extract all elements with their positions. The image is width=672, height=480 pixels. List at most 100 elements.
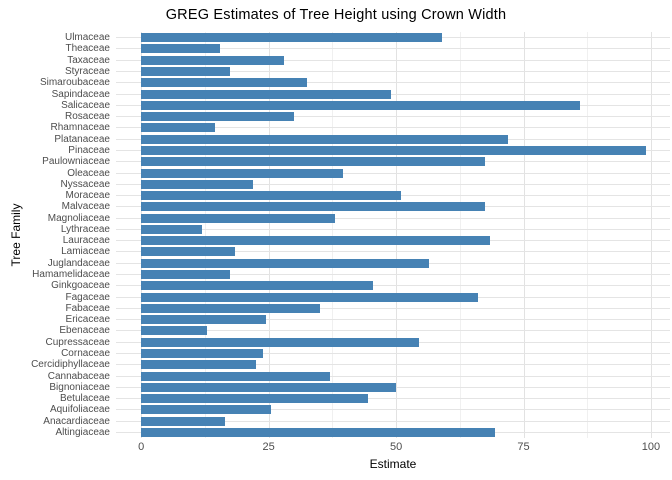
bar-cannabaceae	[141, 371, 330, 381]
x-tick-label: 25	[262, 441, 275, 453]
bar-styraceae	[141, 67, 231, 76]
gridline-major	[268, 32, 270, 438]
row-gridline	[116, 183, 670, 185]
bar-cupressaceae	[141, 337, 419, 347]
row-gridline	[116, 251, 670, 253]
bar-salicaceae	[141, 100, 580, 110]
y-tick-label: Paulowniaceae	[42, 156, 110, 168]
bar-ulmaceae	[141, 33, 442, 43]
y-tick-label: Rosaceae	[64, 111, 110, 123]
y-tick-label: Cercidiphyllaceae	[31, 359, 110, 371]
bar-fagaceae	[141, 292, 478, 302]
bar-sapindaceae	[141, 89, 391, 99]
y-tick-label: Lauraceae	[62, 235, 110, 247]
row-gridline	[116, 409, 670, 411]
row-gridline	[116, 59, 670, 61]
gridline-major	[523, 32, 525, 438]
bar-pinaceae	[141, 145, 646, 155]
y-tick-label: Salicaceae	[61, 99, 110, 111]
bar-moraceae	[141, 191, 402, 200]
bar-anacardiaceae	[141, 416, 226, 426]
bar-cornaceae	[141, 348, 264, 358]
bar-ebenaceae	[141, 326, 208, 336]
bar-lythraceae	[141, 224, 203, 234]
y-tick-label: Ulmaceae	[64, 32, 110, 44]
row-gridline	[116, 82, 670, 84]
bar-theaceae	[141, 44, 221, 54]
bar-rosaceae	[141, 112, 295, 122]
chart-title: GREG Estimates of Tree Height using Crow…	[165, 7, 507, 23]
gridline-minor	[459, 32, 461, 438]
gridline-major	[396, 32, 398, 438]
y-tick-label: Pinaceae	[68, 144, 110, 156]
bar-taxaceae	[141, 55, 284, 65]
row-gridline	[116, 285, 670, 287]
y-tick-label: Platanaceae	[54, 133, 110, 145]
gridline-major	[141, 32, 143, 438]
bar-oleaceae	[141, 168, 343, 178]
x-tick-label: 0	[138, 441, 145, 453]
y-tick-label: Oleaceae	[67, 167, 110, 179]
bar-magnoliaceae	[141, 213, 335, 223]
bar-nyssaceae	[141, 179, 254, 189]
bar-malvaceae	[141, 202, 486, 212]
y-tick-label: Hamamelidaceae	[32, 269, 110, 280]
y-tick-label: Juglandaceae	[47, 257, 110, 269]
y-tick-label: Cornaceae	[61, 347, 110, 359]
row-gridline	[116, 364, 670, 366]
bar-platanaceae	[141, 134, 509, 144]
y-tick-label: Ginkgoaceae	[51, 280, 110, 292]
bar-fabaceae	[141, 303, 320, 313]
row-gridline	[116, 116, 670, 118]
row-gridline	[116, 93, 670, 95]
bar-aquifoliaceae	[141, 405, 272, 415]
y-tick-label: Magnoliaceae	[47, 212, 110, 224]
row-gridline	[116, 319, 670, 321]
row-gridline	[116, 71, 670, 72]
gridline-minor	[204, 32, 206, 438]
gridline-minor	[332, 32, 334, 438]
row-gridline	[116, 375, 670, 377]
y-tick-label: Fabaceae	[65, 302, 110, 314]
gridline-major	[650, 32, 652, 438]
y-tick-label: Aquifoliaceae	[49, 404, 110, 416]
y-tick-label: Taxaceae	[67, 54, 110, 66]
row-gridline	[116, 172, 670, 174]
bar-betulaceae	[141, 394, 368, 403]
row-gridline	[116, 217, 670, 219]
row-gridline	[116, 48, 670, 50]
bar-altingiaceae	[141, 427, 496, 437]
row-gridline	[116, 127, 670, 129]
gridline-minor	[587, 32, 589, 438]
y-tick-label: Nyssaceae	[60, 178, 110, 190]
y-tick-label: Simaroubaceae	[39, 77, 110, 89]
y-tick-label: Fagaceae	[65, 291, 110, 303]
bar-ginkgoaceae	[141, 281, 374, 291]
y-tick-label: Ericaceae	[65, 314, 110, 326]
y-tick-label: Styraceae	[64, 66, 110, 77]
y-tick-label: Altingiaceae	[55, 426, 110, 438]
bar-hamamelidaceae	[141, 270, 231, 279]
bar-bignoniaceae	[141, 382, 397, 392]
y-tick-label: Rhamnaceae	[50, 122, 110, 134]
y-tick-label: Sapindaceae	[51, 88, 110, 100]
y-tick-label: Anacardiaceae	[43, 415, 110, 427]
plot-panel	[116, 32, 670, 438]
y-tick-label: Moraceae	[65, 190, 110, 201]
row-gridline	[116, 307, 670, 309]
bar-lauraceae	[141, 236, 491, 246]
bar-simaroubaceae	[141, 78, 307, 88]
bar-rhamnaceae	[141, 123, 216, 133]
row-gridline	[116, 352, 670, 354]
x-axis-title: Estimate	[369, 457, 417, 471]
bar-cercidiphyllaceae	[141, 360, 256, 370]
bar-ericaceae	[141, 315, 267, 325]
row-gridline	[116, 330, 670, 332]
y-tick-label: Cannabaceae	[47, 370, 110, 382]
y-tick-label: Lythraceae	[60, 223, 110, 235]
y-tick-label: Bignoniaceae	[49, 381, 110, 393]
row-gridline	[116, 228, 670, 230]
row-gridline	[116, 274, 670, 275]
y-tick-label: Malvaceae	[61, 201, 110, 213]
